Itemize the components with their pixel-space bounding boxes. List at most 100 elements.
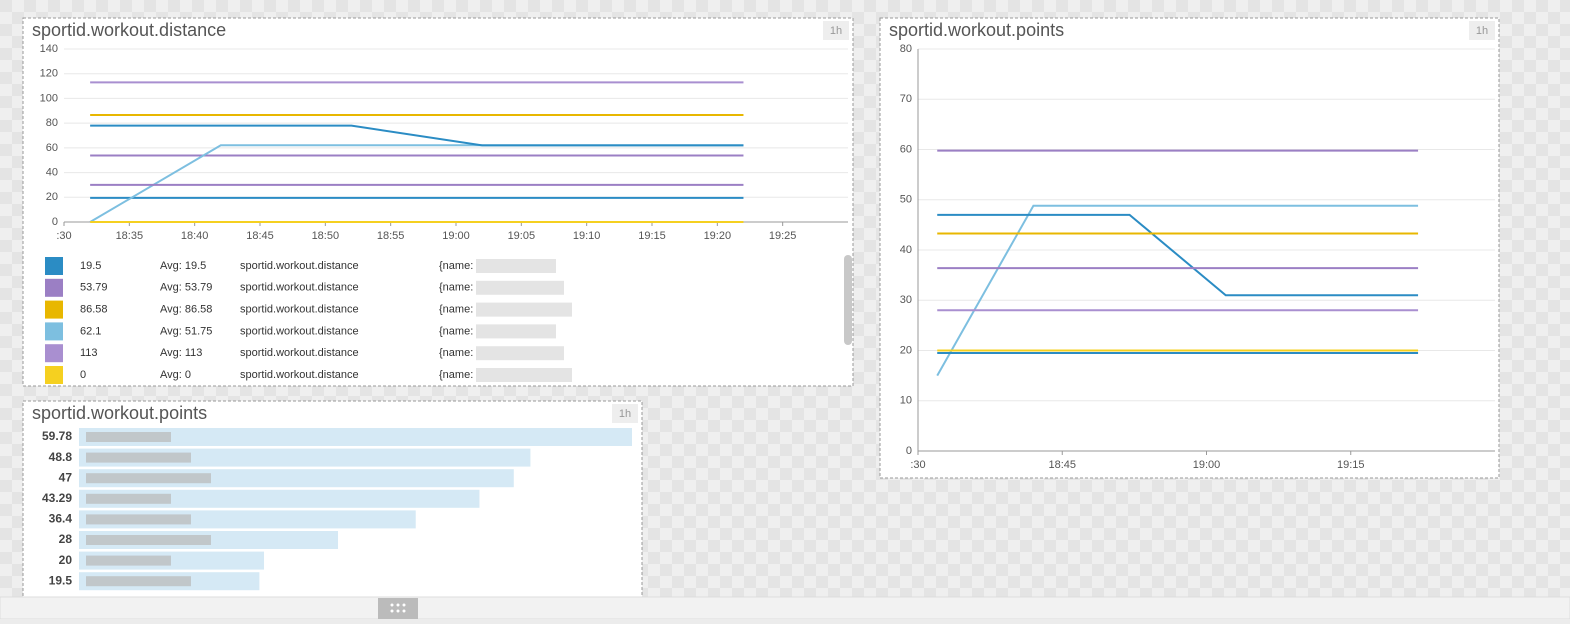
legend-avg: Avg: 19.5: [160, 260, 206, 272]
y-tick-label: 100: [40, 92, 58, 104]
legend-tag: {name:: [439, 282, 473, 294]
scrollbar[interactable]: [844, 255, 852, 345]
x-tick-label: :30: [910, 459, 925, 471]
bar: [79, 489, 480, 508]
handle-dots: [390, 603, 406, 613]
legend-avg: Avg: 113: [160, 347, 202, 359]
y-tick-label: 60: [900, 143, 912, 155]
widget-title: sportid.workout.points: [32, 403, 207, 423]
widget-title: sportid.workout.points: [889, 20, 1064, 40]
redacted: [476, 368, 572, 382]
y-tick-label: 10: [900, 395, 912, 407]
legend-avg: Avg: 53.79: [160, 282, 212, 294]
legend-tag: {name:: [439, 260, 473, 272]
bar-label: 59.78: [42, 429, 72, 443]
y-tick-label: 70: [900, 93, 912, 105]
legend-metric: sportid.workout.distance: [240, 325, 359, 337]
y-tick-label: 30: [900, 294, 912, 306]
bar-label: 19.5: [49, 573, 73, 587]
redacted: [476, 346, 564, 361]
y-tick-label: 120: [40, 68, 58, 80]
legend-metric: sportid.workout.distance: [240, 347, 359, 359]
time-badge: [612, 404, 638, 423]
legend-value: 113: [80, 347, 98, 359]
legend-swatch: [45, 344, 63, 363]
redacted: [86, 555, 171, 566]
legend-tag: {name:: [439, 369, 473, 381]
widget-title: sportid.workout.distance: [32, 20, 226, 40]
y-tick-label: 0: [52, 216, 58, 228]
legend-value: 0: [80, 369, 86, 381]
bar: [79, 448, 531, 467]
legend-tag: {name:: [439, 347, 473, 359]
y-tick-label: 50: [900, 194, 912, 206]
x-tick-label: 19:15: [638, 230, 666, 242]
bar-label: 28: [59, 532, 73, 546]
legend-metric: sportid.workout.distance: [240, 369, 359, 381]
redacted: [476, 259, 556, 273]
legend-metric: sportid.workout.distance: [240, 282, 359, 294]
x-tick-label: 19:15: [1337, 459, 1365, 471]
x-tick-label: 18:45: [246, 230, 274, 242]
x-tick-label: 18:55: [377, 230, 405, 242]
legend-swatch: [45, 366, 63, 384]
time-badge: [823, 21, 849, 40]
legend-value: 53.79: [80, 282, 108, 294]
x-tick-label: 19:10: [573, 230, 601, 242]
legend-avg: Avg: 0: [160, 369, 191, 381]
legend-value: 86.58: [80, 304, 108, 316]
legend-avg: Avg: 86.58: [160, 304, 212, 316]
legend-metric: sportid.workout.distance: [240, 304, 359, 316]
bar-label: 47: [59, 470, 73, 484]
drag-handle[interactable]: [378, 598, 418, 619]
time-badge-label: 1h: [619, 408, 631, 420]
widget[interactable]: [879, 17, 1500, 479]
widget[interactable]: [22, 17, 854, 387]
y-tick-label: 80: [900, 43, 912, 55]
y-tick-label: 140: [40, 43, 58, 55]
legend-tag: {name:: [439, 304, 473, 316]
redacted: [86, 452, 191, 463]
x-tick-label: 19:25: [769, 230, 797, 242]
x-tick-label: 19:00: [442, 230, 470, 242]
y-tick-label: 20: [46, 191, 58, 203]
y-tick-label: 40: [46, 166, 58, 178]
bar-label: 48.8: [49, 450, 73, 464]
x-tick-label: 18:40: [181, 230, 209, 242]
legend-tag: {name:: [439, 325, 473, 337]
legend-swatch: [45, 278, 63, 297]
y-tick-label: 0: [906, 445, 912, 457]
bar-label: 36.4: [49, 512, 73, 526]
bar-label: 43.29: [42, 491, 72, 505]
legend-avg: Avg: 51.75: [160, 325, 212, 337]
redacted: [86, 432, 171, 442]
legend-swatch: [45, 300, 63, 319]
time-badge: [1469, 21, 1495, 40]
y-tick-label: 20: [900, 344, 912, 356]
redacted: [86, 493, 171, 504]
redacted: [86, 535, 211, 545]
x-tick-label: 18:45: [1048, 459, 1076, 471]
x-tick-label: 18:35: [116, 230, 144, 242]
legend-swatch: [45, 257, 63, 275]
y-tick-label: 60: [46, 142, 58, 154]
series-line: [937, 213, 1419, 297]
time-badge-label: 1h: [1476, 25, 1488, 37]
legend-value: 19.5: [80, 260, 101, 272]
x-tick-label: 19:00: [1193, 459, 1221, 471]
redacted: [476, 280, 564, 295]
x-tick-label: :30: [56, 230, 71, 242]
x-tick-label: 19:20: [704, 230, 732, 242]
legend-metric: sportid.workout.distance: [240, 260, 359, 272]
redacted: [476, 302, 572, 317]
x-tick-label: 18:50: [312, 230, 340, 242]
legend-value: 62.1: [80, 325, 101, 337]
redacted: [86, 514, 191, 525]
x-tick-label: 19:05: [508, 230, 536, 242]
y-tick-label: 80: [46, 117, 58, 129]
redacted: [476, 324, 556, 339]
bar-label: 20: [59, 553, 73, 567]
bar: [79, 428, 632, 446]
